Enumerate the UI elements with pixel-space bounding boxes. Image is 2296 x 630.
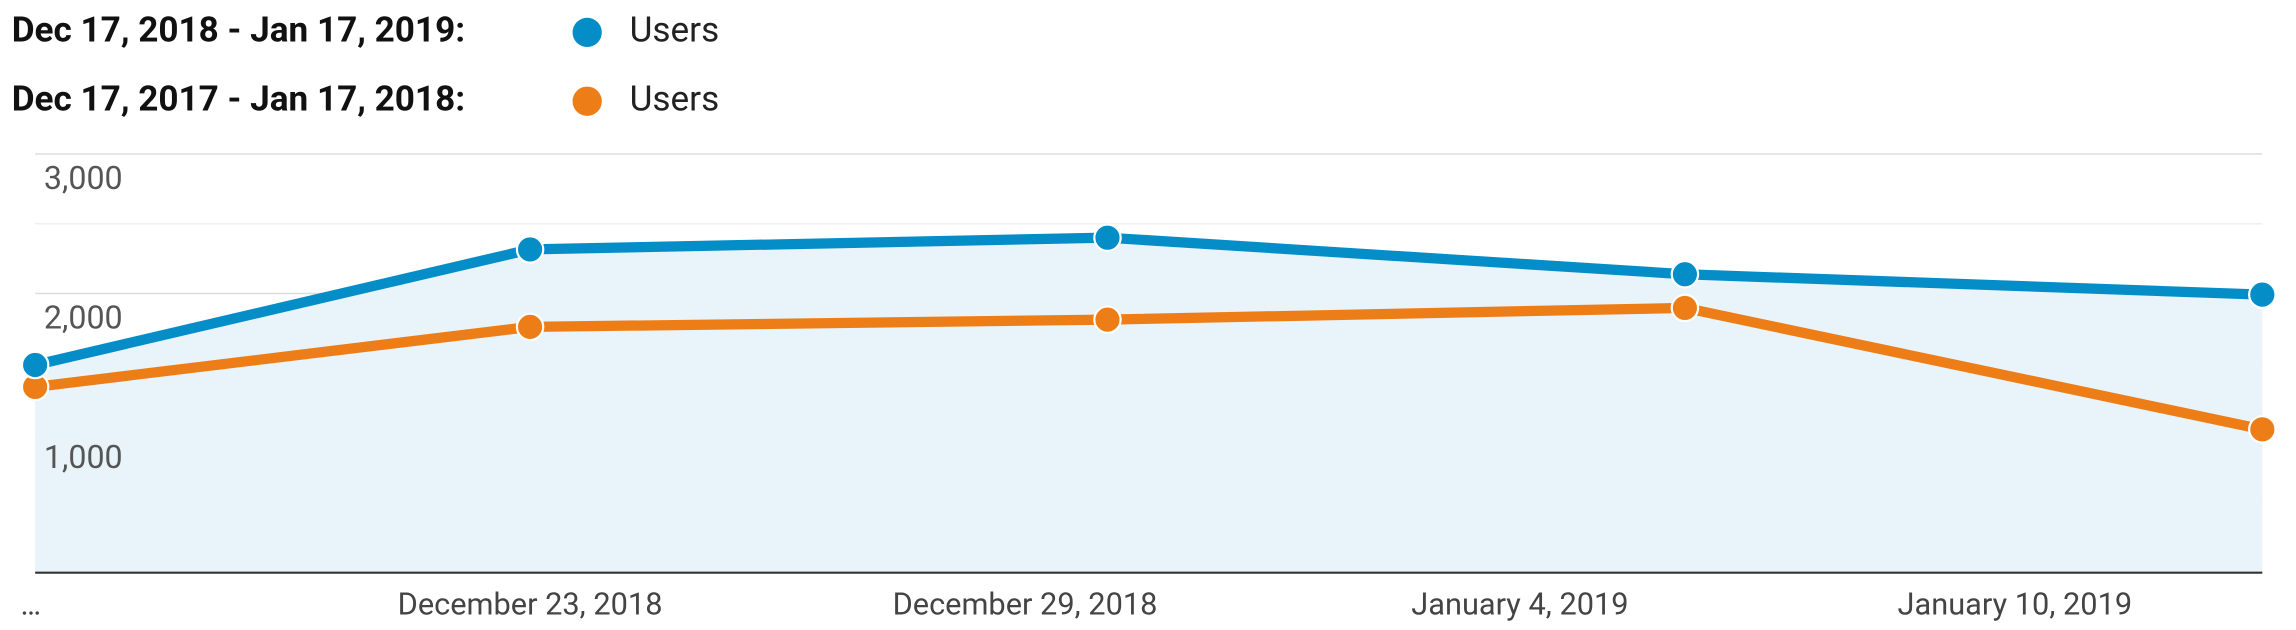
x-tick-label: December 23, 2018 [398, 586, 663, 623]
data-point [1093, 223, 1122, 252]
data-point [1670, 293, 1700, 323]
data-point [20, 350, 50, 380]
data-point [1670, 259, 1700, 289]
data-point [515, 235, 545, 264]
data-point [2248, 280, 2277, 309]
y-tick-label: 1,000 [44, 438, 123, 476]
data-point [1093, 305, 1122, 334]
legend-period: Dec 17, 2018 - Jan 17, 2019: [12, 9, 465, 51]
legend-label: Users [630, 9, 720, 51]
legend-period: Dec 17, 2017 - Jan 17, 2018: [12, 77, 465, 119]
y-tick-label: 2,000 [44, 298, 123, 336]
x-tick-label: December 29, 2018 [893, 586, 1158, 623]
legend-label: Users [630, 77, 720, 119]
y-tick-label: 3,000 [44, 159, 123, 197]
x-tick-label: January 10, 2019 [1898, 586, 2133, 623]
legend-swatch [572, 86, 602, 116]
x-tick-label: January 4, 2019 [1411, 586, 1628, 623]
data-point [2248, 415, 2277, 444]
data-point [515, 312, 545, 342]
x-tick-label: … [21, 586, 42, 623]
legend-swatch [572, 17, 602, 48]
